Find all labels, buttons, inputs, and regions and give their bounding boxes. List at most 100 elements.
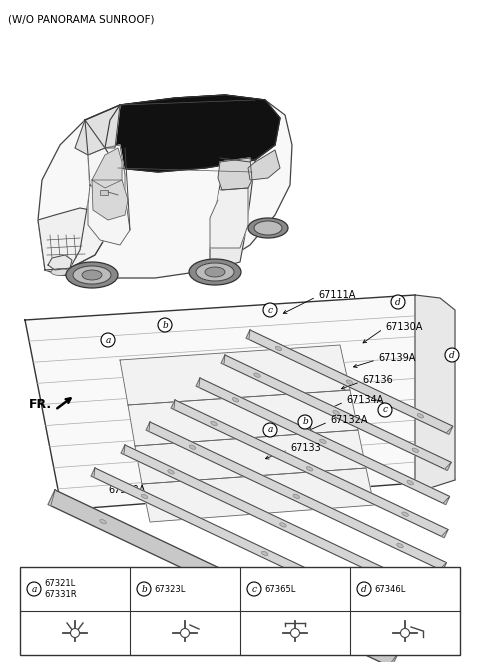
Polygon shape — [432, 631, 438, 639]
Ellipse shape — [392, 576, 398, 580]
Ellipse shape — [254, 221, 282, 235]
Polygon shape — [135, 430, 366, 484]
Ellipse shape — [306, 467, 313, 471]
Ellipse shape — [220, 577, 227, 581]
Ellipse shape — [189, 445, 196, 449]
Polygon shape — [92, 148, 122, 188]
Text: a: a — [267, 426, 273, 434]
Text: b: b — [141, 585, 147, 594]
Text: 67139A: 67139A — [378, 353, 415, 363]
Ellipse shape — [232, 398, 239, 402]
Text: d: d — [361, 585, 367, 594]
Text: 67365L: 67365L — [264, 585, 295, 594]
Ellipse shape — [211, 421, 217, 426]
Circle shape — [180, 628, 190, 638]
Text: b: b — [302, 418, 308, 426]
Polygon shape — [440, 563, 446, 571]
Text: 67111A: 67111A — [318, 290, 355, 300]
Ellipse shape — [417, 414, 424, 418]
Ellipse shape — [196, 263, 234, 281]
Polygon shape — [146, 422, 150, 432]
Ellipse shape — [407, 481, 413, 485]
Text: FR.: FR. — [29, 399, 52, 412]
Circle shape — [298, 415, 312, 429]
Ellipse shape — [51, 269, 69, 275]
Polygon shape — [444, 462, 451, 471]
Circle shape — [391, 295, 405, 309]
Polygon shape — [246, 330, 250, 340]
Ellipse shape — [100, 520, 106, 524]
Ellipse shape — [66, 262, 118, 288]
Ellipse shape — [293, 495, 300, 498]
Circle shape — [71, 628, 80, 638]
Text: 67310A: 67310A — [108, 485, 145, 495]
Circle shape — [263, 423, 277, 437]
Circle shape — [158, 318, 172, 332]
Polygon shape — [121, 445, 445, 605]
Ellipse shape — [205, 267, 225, 277]
Ellipse shape — [248, 218, 288, 238]
Text: 67321L
67331R: 67321L 67331R — [44, 579, 77, 599]
Circle shape — [378, 403, 392, 417]
Polygon shape — [92, 180, 128, 220]
Polygon shape — [100, 190, 108, 195]
Ellipse shape — [320, 439, 326, 444]
Text: c: c — [267, 305, 273, 314]
Text: 67133: 67133 — [290, 443, 321, 453]
Polygon shape — [246, 330, 453, 434]
Polygon shape — [171, 400, 175, 409]
Polygon shape — [438, 596, 445, 605]
Ellipse shape — [189, 259, 241, 285]
Ellipse shape — [262, 551, 268, 555]
Text: a: a — [105, 336, 111, 344]
Polygon shape — [88, 145, 125, 200]
Polygon shape — [142, 468, 374, 522]
Polygon shape — [389, 653, 398, 662]
Polygon shape — [48, 490, 398, 662]
Ellipse shape — [141, 495, 148, 498]
Text: 67134A: 67134A — [346, 395, 384, 405]
Ellipse shape — [382, 608, 388, 612]
Polygon shape — [415, 295, 455, 488]
Circle shape — [290, 628, 300, 638]
Polygon shape — [210, 188, 248, 248]
Ellipse shape — [82, 270, 102, 280]
Polygon shape — [25, 295, 455, 510]
Ellipse shape — [254, 373, 260, 377]
Polygon shape — [120, 345, 350, 405]
Ellipse shape — [412, 448, 419, 452]
Ellipse shape — [73, 266, 111, 284]
Text: (W/O PANORAMA SUNROOF): (W/O PANORAMA SUNROOF) — [8, 14, 155, 24]
Text: b: b — [162, 320, 168, 330]
Polygon shape — [221, 355, 451, 471]
Polygon shape — [91, 468, 95, 477]
Polygon shape — [48, 255, 72, 270]
Text: 67136: 67136 — [362, 375, 393, 385]
Circle shape — [445, 348, 459, 362]
Text: 67130A: 67130A — [385, 322, 422, 332]
Ellipse shape — [275, 346, 282, 351]
Polygon shape — [196, 378, 200, 387]
Polygon shape — [91, 468, 438, 639]
Text: c: c — [383, 406, 387, 414]
Ellipse shape — [333, 410, 339, 415]
Polygon shape — [171, 400, 448, 538]
Text: d: d — [449, 350, 455, 359]
Ellipse shape — [168, 469, 174, 474]
Circle shape — [357, 582, 371, 596]
Circle shape — [400, 628, 409, 638]
Polygon shape — [443, 496, 450, 504]
Polygon shape — [442, 530, 448, 538]
Polygon shape — [196, 378, 450, 504]
Circle shape — [27, 582, 41, 596]
Ellipse shape — [340, 634, 347, 638]
Polygon shape — [38, 95, 292, 278]
Polygon shape — [48, 490, 55, 506]
Polygon shape — [75, 105, 120, 155]
FancyBboxPatch shape — [20, 567, 460, 655]
Ellipse shape — [402, 512, 408, 516]
Ellipse shape — [280, 523, 286, 527]
Text: a: a — [31, 585, 36, 594]
Polygon shape — [105, 95, 280, 172]
Polygon shape — [88, 185, 130, 245]
